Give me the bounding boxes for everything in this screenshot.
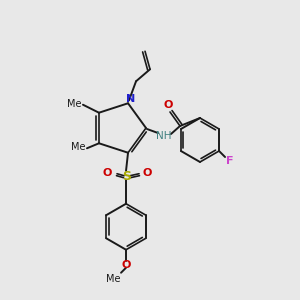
Text: O: O (142, 168, 152, 178)
Text: Me: Me (106, 274, 120, 284)
Text: F: F (226, 156, 234, 166)
Text: O: O (102, 168, 112, 178)
Text: S: S (122, 170, 131, 183)
Text: Me: Me (71, 142, 85, 152)
Text: O: O (163, 100, 173, 110)
Text: O: O (121, 260, 131, 270)
Text: Me: Me (67, 99, 81, 109)
Text: NH: NH (156, 131, 172, 141)
Text: N: N (126, 94, 136, 104)
